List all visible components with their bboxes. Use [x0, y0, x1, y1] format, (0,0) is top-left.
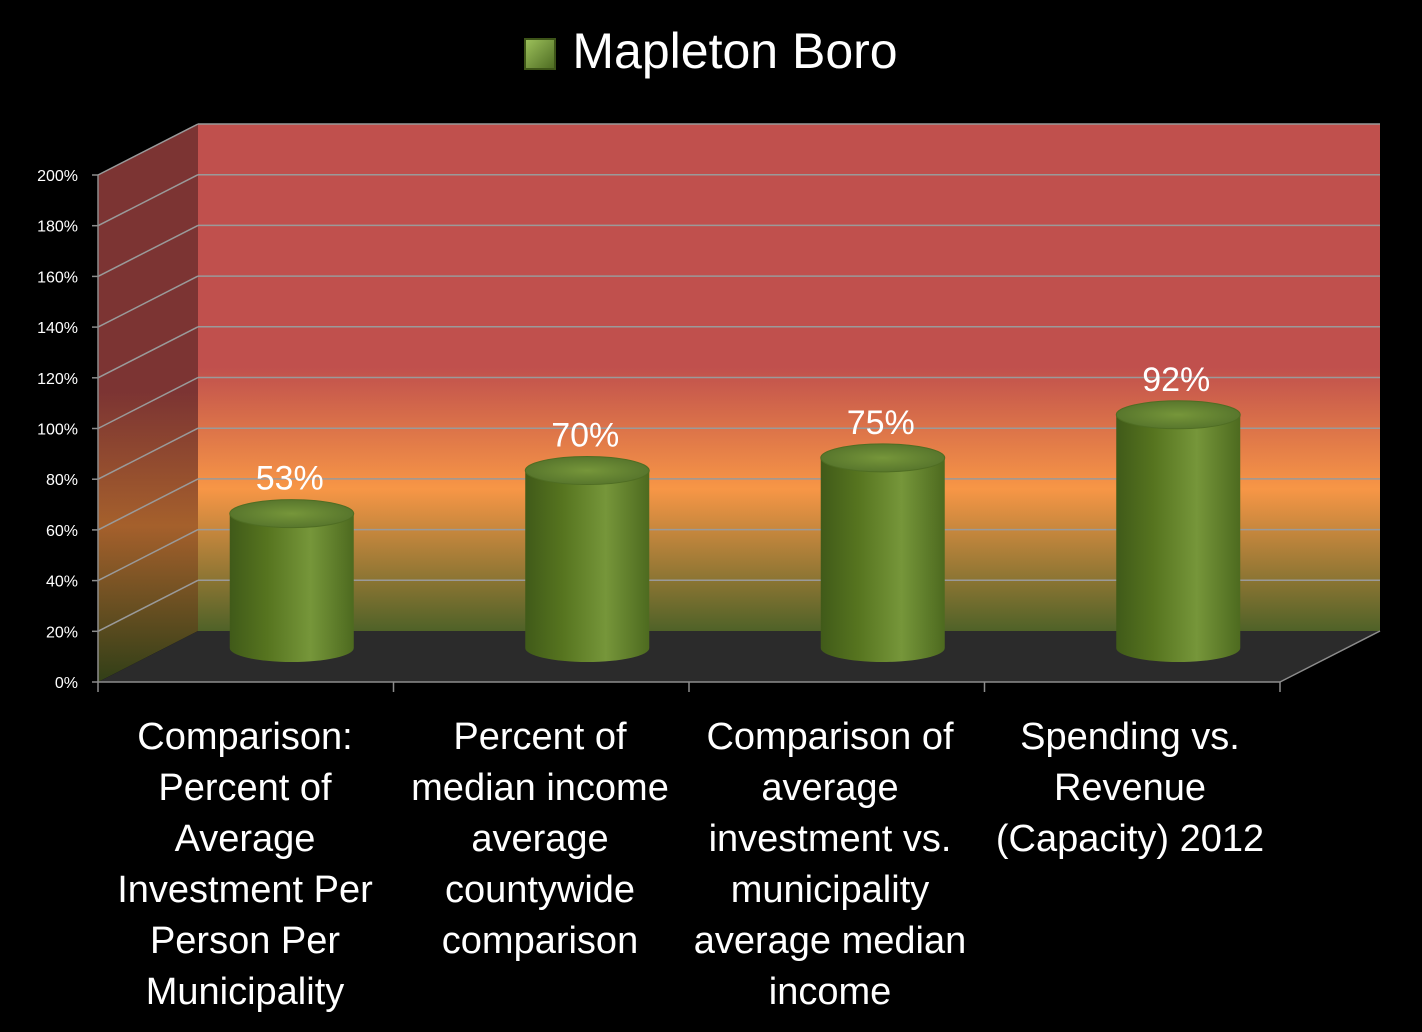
gridline-side — [97, 376, 199, 430]
gridline-side — [97, 174, 199, 227]
x-category-label-4: Spending vs. Revenue (Capacity) 2012 — [995, 716, 1265, 860]
y-tick-label: 180% — [37, 219, 78, 236]
x-category-label-3: Comparison of average investment vs. mun… — [693, 716, 967, 1013]
x-category-label-2: Percent of median income average countyw… — [411, 716, 669, 962]
bar-1: 53% — [229, 460, 355, 663]
bar-4: 92% — [1115, 361, 1241, 663]
x-axis-depth-line — [1279, 630, 1381, 683]
bar-body — [820, 457, 945, 663]
legend-swatch — [524, 38, 557, 70]
bar-top — [1115, 400, 1241, 430]
gridline-side — [97, 224, 199, 278]
legend: Mapleton Boro — [0, 22, 1422, 80]
data-label: 92% — [1142, 361, 1210, 399]
bar-body — [1116, 414, 1241, 663]
gridline-side — [97, 275, 199, 328]
y-tick-label: 80% — [46, 472, 78, 489]
y-tick-label: 120% — [37, 371, 78, 388]
bar-top — [524, 456, 650, 486]
y-tick-label: 160% — [37, 269, 78, 286]
y-tick-label: 140% — [37, 320, 78, 337]
y-tick-label: 0% — [55, 675, 78, 692]
gridline-side — [97, 326, 199, 379]
x-category-label-1: Comparison: Percent of Average Investmen… — [117, 716, 373, 1013]
bar-2: 70% — [524, 417, 650, 663]
y-tick-label: 200% — [37, 168, 78, 185]
data-label: 75% — [847, 404, 915, 442]
bar-top — [820, 443, 946, 473]
y-tick-label: 60% — [46, 523, 78, 540]
bar-3: 75% — [820, 404, 946, 663]
y-tick-label: 40% — [46, 574, 78, 591]
bar-body — [229, 513, 354, 663]
y-tick-label: 100% — [37, 422, 78, 439]
legend-label: Mapleton Boro — [572, 23, 898, 79]
data-label: 70% — [551, 417, 619, 455]
gridline-side — [97, 478, 199, 531]
gridline-side — [97, 528, 199, 582]
y-tick-label: 20% — [46, 624, 78, 641]
data-label: 53% — [256, 460, 324, 498]
gridline-side — [97, 123, 199, 176]
gridline-side — [97, 427, 199, 480]
bar-body — [525, 470, 650, 663]
gridline-side — [97, 579, 199, 632]
chart-floor — [98, 631, 1380, 682]
bar-top — [229, 499, 355, 529]
